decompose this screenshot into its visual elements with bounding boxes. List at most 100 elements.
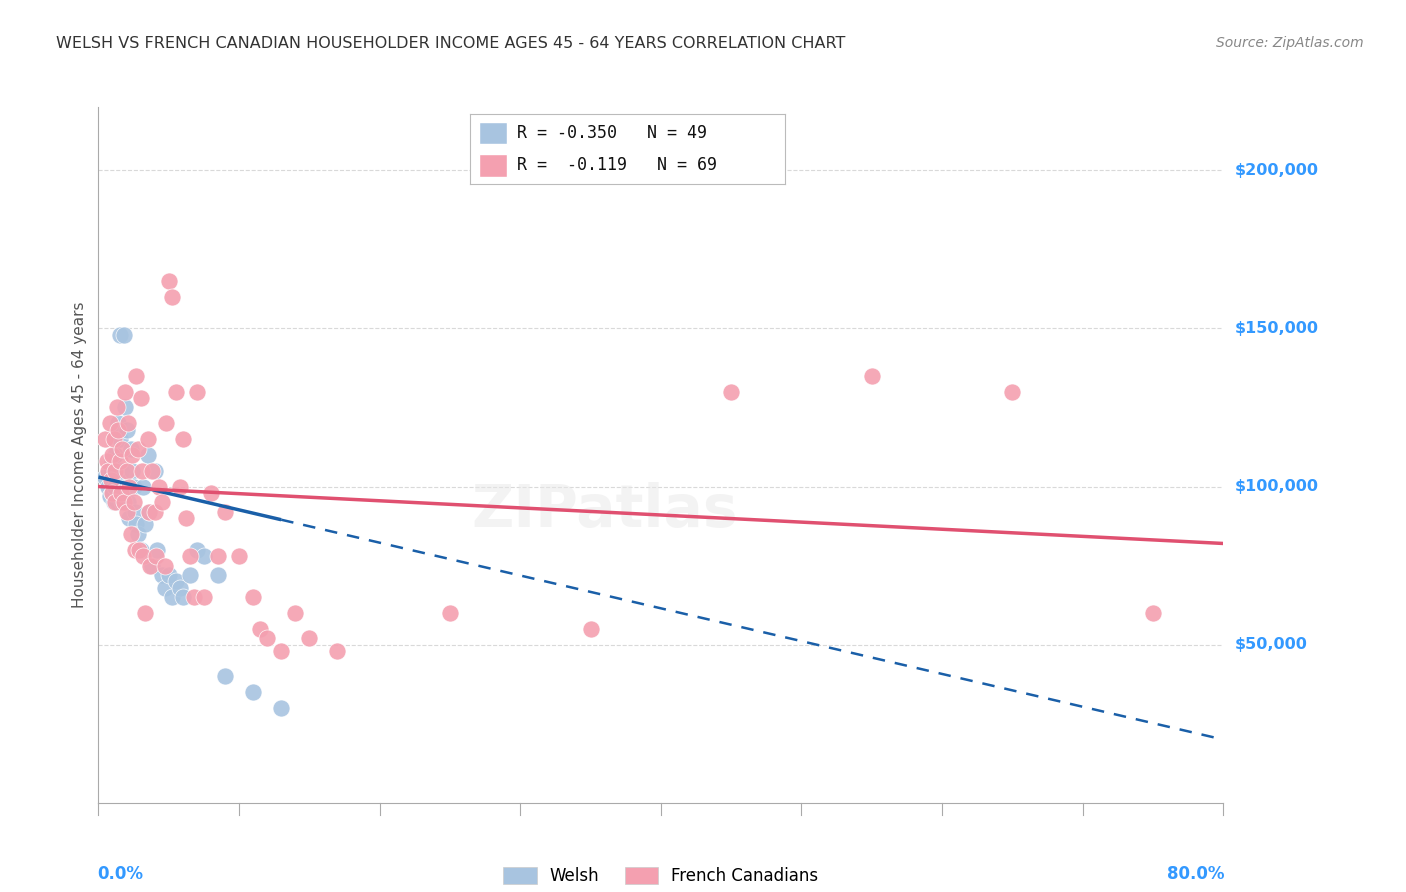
Point <box>136 448 159 462</box>
Point <box>200 486 222 500</box>
Point <box>179 568 201 582</box>
Point <box>207 549 229 563</box>
Point <box>146 542 169 557</box>
Point <box>125 517 148 532</box>
Point <box>107 417 129 431</box>
Text: WELSH VS FRENCH CANADIAN HOUSEHOLDER INCOME AGES 45 - 64 YEARS CORRELATION CHART: WELSH VS FRENCH CANADIAN HOUSEHOLDER INC… <box>56 36 845 51</box>
Point <box>105 401 128 415</box>
Point <box>153 581 176 595</box>
Point <box>169 479 191 493</box>
Point <box>97 464 120 478</box>
Point <box>136 432 159 446</box>
Point <box>129 391 152 405</box>
Point <box>115 464 138 478</box>
Point <box>132 549 155 563</box>
Point <box>138 505 160 519</box>
Point <box>150 495 173 509</box>
Point <box>298 632 321 646</box>
Bar <box>479 154 508 177</box>
Point <box>145 549 167 563</box>
Point <box>256 632 278 646</box>
Point <box>128 542 150 557</box>
Point <box>120 442 142 456</box>
Point <box>579 622 602 636</box>
Point <box>117 495 139 509</box>
Point <box>193 549 215 563</box>
Point <box>110 464 132 478</box>
Point <box>108 454 131 468</box>
Point <box>143 464 166 478</box>
Text: $200,000: $200,000 <box>1234 163 1319 178</box>
Point <box>97 479 120 493</box>
Point <box>148 479 170 493</box>
Point <box>122 479 145 493</box>
Point <box>101 486 124 500</box>
Point <box>118 511 141 525</box>
Point <box>96 454 118 468</box>
Point <box>117 417 139 431</box>
Point <box>103 495 125 509</box>
Point <box>214 669 236 683</box>
Point <box>153 558 176 573</box>
Point <box>107 423 129 437</box>
Point <box>1001 384 1024 399</box>
Point <box>157 568 180 582</box>
Point <box>114 384 136 399</box>
Point <box>165 574 187 589</box>
Text: $100,000: $100,000 <box>1234 479 1319 494</box>
Point <box>242 591 264 605</box>
Point <box>193 591 215 605</box>
Point <box>439 606 461 620</box>
Point <box>141 464 163 478</box>
Text: Source: ZipAtlas.com: Source: ZipAtlas.com <box>1216 36 1364 50</box>
Point <box>115 505 138 519</box>
Point <box>115 423 138 437</box>
Point <box>157 274 180 288</box>
Point <box>104 495 127 509</box>
Point <box>105 495 128 509</box>
Point <box>104 448 127 462</box>
Point <box>172 432 194 446</box>
Point <box>104 464 127 478</box>
Point <box>183 591 205 605</box>
Point <box>160 290 183 304</box>
Text: 80.0%: 80.0% <box>1167 865 1225 883</box>
Point <box>98 417 121 431</box>
Point <box>112 327 135 342</box>
Point <box>186 384 208 399</box>
Point <box>127 442 149 456</box>
Point <box>214 505 236 519</box>
Point <box>1142 606 1164 620</box>
Point <box>101 448 124 462</box>
Text: R = -0.350   N = 49: R = -0.350 N = 49 <box>517 124 707 142</box>
Point <box>104 479 127 493</box>
Text: 0.0%: 0.0% <box>97 865 143 883</box>
Point <box>111 495 134 509</box>
Point <box>111 442 134 456</box>
Point <box>114 401 136 415</box>
Point <box>155 417 177 431</box>
Point <box>127 527 149 541</box>
Text: $50,000: $50,000 <box>1234 637 1308 652</box>
Point <box>98 489 121 503</box>
Point <box>121 464 143 478</box>
Point <box>179 549 201 563</box>
Point <box>186 542 208 557</box>
Text: ZIPatlas: ZIPatlas <box>471 482 738 539</box>
Point <box>141 558 163 573</box>
Point <box>169 581 191 595</box>
Point <box>160 591 183 605</box>
Point <box>242 685 264 699</box>
Point <box>124 505 146 519</box>
Point <box>101 454 124 468</box>
Point <box>115 479 138 493</box>
Point <box>207 568 229 582</box>
Point <box>138 505 160 519</box>
Point <box>103 432 125 446</box>
Point <box>94 432 117 446</box>
Point <box>165 384 187 399</box>
Point <box>270 701 292 715</box>
Text: R =  -0.119   N = 69: R = -0.119 N = 69 <box>517 156 717 174</box>
Point <box>124 542 146 557</box>
Point <box>100 464 122 478</box>
